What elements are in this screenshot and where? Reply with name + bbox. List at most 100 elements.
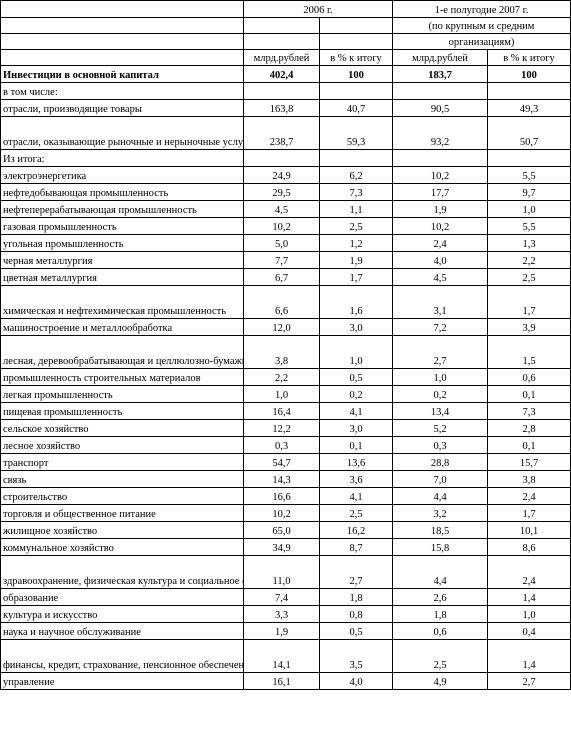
- value-pct-2006[interactable]: 4,1: [319, 402, 393, 420]
- value-pct-2007[interactable]: 10,1: [487, 521, 571, 539]
- value-pct-2006[interactable]: 2,7: [319, 555, 393, 589]
- value-bln-2007[interactable]: 2,4: [392, 234, 488, 252]
- value-pct-2006[interactable]: 0,1: [319, 436, 393, 454]
- value-bln-2007[interactable]: 0,6: [392, 622, 488, 640]
- value-pct-2006[interactable]: 4,0: [319, 672, 393, 690]
- value-pct-2007[interactable]: [487, 149, 571, 167]
- value-bln-2006[interactable]: 24,9: [243, 166, 320, 184]
- period-2007-header-line1[interactable]: 1-е полугодие 2007 г.: [392, 0, 571, 18]
- empty-header-cell[interactable]: [319, 17, 393, 34]
- value-pct-2006[interactable]: 1,9: [319, 251, 393, 269]
- value-pct-2007[interactable]: 1,3: [487, 234, 571, 252]
- value-bln-2006[interactable]: 14,3: [243, 470, 320, 488]
- period-2006-header[interactable]: 2006 г.: [243, 0, 393, 18]
- value-bln-2007[interactable]: 2,5: [392, 639, 488, 673]
- value-pct-2007[interactable]: 1,4: [487, 639, 571, 673]
- col-bln-2006[interactable]: млрд.рублей: [243, 49, 320, 66]
- value-pct-2006[interactable]: 3,6: [319, 470, 393, 488]
- value-pct-2006[interactable]: 1,2: [319, 234, 393, 252]
- value-bln-2007[interactable]: 17,7: [392, 183, 488, 201]
- value-pct-2006[interactable]: 1,8: [319, 588, 393, 606]
- value-bln-2007[interactable]: 5,2: [392, 419, 488, 437]
- header-corner-cell[interactable]: [0, 49, 244, 66]
- row-label[interactable]: здравоохранение, физическая культура и с…: [0, 555, 244, 589]
- row-label[interactable]: химическая и нефтехимическая промышленно…: [0, 285, 244, 319]
- row-label[interactable]: в том числе:: [0, 82, 244, 100]
- row-label[interactable]: нефтедобывающая промышленность: [0, 183, 244, 201]
- value-bln-2007[interactable]: [392, 82, 488, 100]
- value-pct-2006[interactable]: 13,6: [319, 453, 393, 471]
- value-bln-2006[interactable]: 6,6: [243, 285, 320, 319]
- value-bln-2007[interactable]: 183,7: [392, 65, 488, 83]
- value-pct-2006[interactable]: 0,2: [319, 385, 393, 403]
- value-pct-2007[interactable]: 100: [487, 65, 571, 83]
- value-bln-2007[interactable]: 7,0: [392, 470, 488, 488]
- value-pct-2007[interactable]: 2,2: [487, 251, 571, 269]
- value-bln-2007[interactable]: 2,6: [392, 588, 488, 606]
- value-bln-2007[interactable]: 10,2: [392, 217, 488, 235]
- value-pct-2007[interactable]: 1,0: [487, 605, 571, 623]
- value-bln-2007[interactable]: [392, 149, 488, 167]
- value-bln-2006[interactable]: 54,7: [243, 453, 320, 471]
- value-bln-2007[interactable]: 1,9: [392, 200, 488, 218]
- value-pct-2006[interactable]: 4,1: [319, 487, 393, 505]
- value-pct-2007[interactable]: 50,7: [487, 116, 571, 150]
- value-bln-2006[interactable]: 16,6: [243, 487, 320, 505]
- value-bln-2006[interactable]: 6,7: [243, 268, 320, 286]
- empty-header-cell[interactable]: [319, 33, 393, 50]
- value-bln-2006[interactable]: [243, 149, 320, 167]
- value-pct-2006[interactable]: 1,7: [319, 268, 393, 286]
- value-bln-2007[interactable]: 93,2: [392, 116, 488, 150]
- row-label[interactable]: легкая промышленность: [0, 385, 244, 403]
- value-bln-2007[interactable]: 18,5: [392, 521, 488, 539]
- value-bln-2007[interactable]: 4,4: [392, 487, 488, 505]
- value-bln-2007[interactable]: 15,8: [392, 538, 488, 556]
- value-bln-2006[interactable]: 34,9: [243, 538, 320, 556]
- value-pct-2007[interactable]: 9,7: [487, 183, 571, 201]
- header-corner-cell[interactable]: [0, 33, 244, 50]
- value-bln-2007[interactable]: 10,2: [392, 166, 488, 184]
- value-bln-2006[interactable]: 2,2: [243, 368, 320, 386]
- row-label[interactable]: торговля и общественное питание: [0, 504, 244, 522]
- value-pct-2007[interactable]: 1,7: [487, 285, 571, 319]
- value-pct-2006[interactable]: 3,0: [319, 318, 393, 336]
- value-bln-2006[interactable]: 7,4: [243, 588, 320, 606]
- value-bln-2006[interactable]: 7,7: [243, 251, 320, 269]
- value-pct-2007[interactable]: 1,7: [487, 504, 571, 522]
- row-label[interactable]: финансы, кредит, страхование, пенсионное…: [0, 639, 244, 673]
- value-pct-2007[interactable]: 2,7: [487, 672, 571, 690]
- value-bln-2007[interactable]: 2,7: [392, 335, 488, 369]
- value-pct-2007[interactable]: 0,4: [487, 622, 571, 640]
- value-bln-2007[interactable]: 4,4: [392, 555, 488, 589]
- period-2007-header-line2[interactable]: (по крупным и средним: [392, 17, 571, 34]
- value-pct-2007[interactable]: 3,8: [487, 470, 571, 488]
- value-pct-2007[interactable]: 8,6: [487, 538, 571, 556]
- value-pct-2007[interactable]: 2,5: [487, 268, 571, 286]
- col-bln-2007[interactable]: млрд.рублей: [392, 49, 488, 66]
- value-pct-2006[interactable]: 7,3: [319, 183, 393, 201]
- value-bln-2006[interactable]: 14,1: [243, 639, 320, 673]
- value-bln-2007[interactable]: 3,1: [392, 285, 488, 319]
- value-pct-2007[interactable]: 0,1: [487, 385, 571, 403]
- value-pct-2006[interactable]: 3,5: [319, 639, 393, 673]
- value-pct-2006[interactable]: 1,1: [319, 200, 393, 218]
- value-bln-2006[interactable]: 16,1: [243, 672, 320, 690]
- row-label[interactable]: коммунальное хозяйство: [0, 538, 244, 556]
- row-label[interactable]: управление: [0, 672, 244, 690]
- value-pct-2007[interactable]: 5,5: [487, 166, 571, 184]
- value-bln-2007[interactable]: 1,8: [392, 605, 488, 623]
- row-label[interactable]: Из итога:: [0, 149, 244, 167]
- value-pct-2007[interactable]: 0,6: [487, 368, 571, 386]
- value-bln-2007[interactable]: 7,2: [392, 318, 488, 336]
- header-corner-cell[interactable]: [0, 0, 244, 18]
- row-label[interactable]: наука и научное обслуживание: [0, 622, 244, 640]
- value-pct-2007[interactable]: 1,4: [487, 588, 571, 606]
- row-label[interactable]: жилищное хозяйство: [0, 521, 244, 539]
- value-bln-2007[interactable]: 4,0: [392, 251, 488, 269]
- value-pct-2006[interactable]: 8,7: [319, 538, 393, 556]
- value-pct-2007[interactable]: 15,7: [487, 453, 571, 471]
- period-2007-header-line3[interactable]: организациям): [392, 33, 571, 50]
- value-bln-2006[interactable]: 12,0: [243, 318, 320, 336]
- value-bln-2006[interactable]: 1,9: [243, 622, 320, 640]
- value-bln-2007[interactable]: 1,0: [392, 368, 488, 386]
